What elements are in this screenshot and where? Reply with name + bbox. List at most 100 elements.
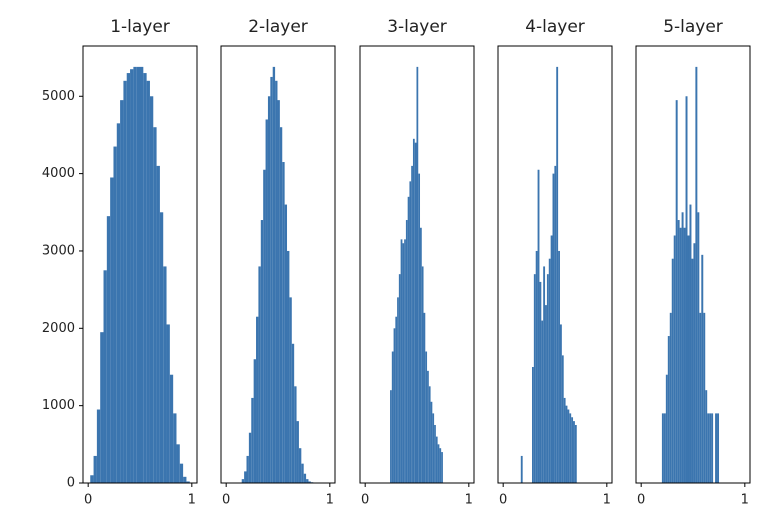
bar	[409, 181, 412, 483]
bar	[705, 390, 708, 483]
x-tick-label: 0	[637, 493, 645, 508]
subplot-title: 1-layer	[110, 17, 170, 37]
bar	[186, 481, 190, 483]
y-tick-label: 5000	[42, 89, 75, 104]
bar	[404, 239, 406, 483]
bar	[179, 463, 184, 483]
bar	[258, 266, 261, 483]
axes-frame	[82, 45, 198, 484]
y-tick-label: 1000	[42, 398, 75, 413]
y-tick-label: 0	[67, 476, 75, 491]
subplot-title: 2-layer	[248, 17, 308, 37]
bar	[533, 274, 536, 483]
bar	[548, 258, 551, 483]
bar	[701, 254, 704, 483]
bar	[435, 436, 438, 483]
bar	[146, 80, 150, 484]
bar	[546, 274, 549, 483]
subplot-title: 4-layer	[525, 17, 585, 37]
bar	[434, 424, 436, 483]
bar	[149, 96, 154, 483]
bar	[559, 324, 562, 483]
subplot-title: 3-layer	[387, 17, 447, 37]
bar	[244, 471, 247, 483]
bar	[425, 351, 428, 483]
bar	[265, 119, 268, 483]
bar	[550, 235, 553, 483]
bar	[432, 413, 435, 483]
bar	[183, 476, 187, 483]
bar	[391, 351, 394, 483]
axes-frame	[359, 45, 475, 484]
bar	[275, 80, 278, 484]
axes-frame	[220, 45, 336, 484]
bar	[163, 266, 167, 483]
subplot-title: 5-layer	[663, 17, 723, 37]
bar	[703, 312, 706, 483]
bar	[136, 66, 140, 484]
bar	[427, 370, 429, 483]
bar	[294, 386, 297, 483]
bar	[133, 66, 137, 484]
bar	[116, 123, 121, 484]
bar	[400, 239, 403, 483]
bar	[687, 235, 690, 483]
bar	[520, 455, 523, 483]
bar	[663, 413, 666, 483]
bar	[683, 227, 686, 483]
x-tick-label: 0	[222, 493, 230, 508]
bar	[430, 401, 433, 483]
bar	[402, 243, 405, 483]
bar	[106, 216, 111, 483]
bar	[574, 424, 577, 483]
bar	[90, 475, 94, 483]
x-tick-label: 1	[326, 493, 334, 508]
axes-frame	[497, 45, 613, 484]
bar	[395, 316, 398, 483]
bar	[693, 243, 696, 483]
bar	[437, 444, 440, 483]
bar	[287, 250, 290, 483]
bar	[282, 162, 285, 483]
bar	[96, 409, 101, 483]
bar	[679, 227, 682, 483]
bar	[100, 332, 104, 483]
bar	[123, 80, 127, 484]
bar	[691, 258, 694, 483]
bar	[421, 266, 424, 483]
bar	[103, 270, 107, 483]
bar	[695, 66, 698, 484]
bar	[173, 413, 177, 483]
bar	[246, 455, 249, 483]
bar	[681, 212, 684, 483]
bar	[554, 165, 557, 483]
bar	[306, 479, 309, 483]
bar	[567, 409, 570, 483]
bar	[414, 142, 417, 484]
bar	[140, 66, 144, 484]
bar	[296, 421, 299, 483]
x-tick-label: 0	[361, 493, 369, 508]
bar	[539, 281, 542, 483]
bar	[535, 250, 538, 483]
bar	[715, 413, 718, 483]
bar	[411, 165, 413, 483]
bar	[291, 343, 295, 483]
bar	[707, 413, 710, 483]
bar	[267, 96, 271, 483]
bar	[169, 374, 174, 483]
y-tick-label: 3000	[42, 243, 75, 258]
bar	[531, 366, 534, 483]
bar	[301, 463, 304, 483]
bar	[661, 413, 664, 483]
bar	[241, 479, 245, 483]
bar	[441, 452, 443, 483]
bar	[143, 73, 147, 483]
bar	[671, 258, 674, 483]
bar	[156, 165, 160, 483]
x-tick-label: 1	[741, 493, 749, 508]
bar	[558, 250, 560, 483]
bar	[439, 448, 442, 483]
bar	[543, 266, 546, 483]
